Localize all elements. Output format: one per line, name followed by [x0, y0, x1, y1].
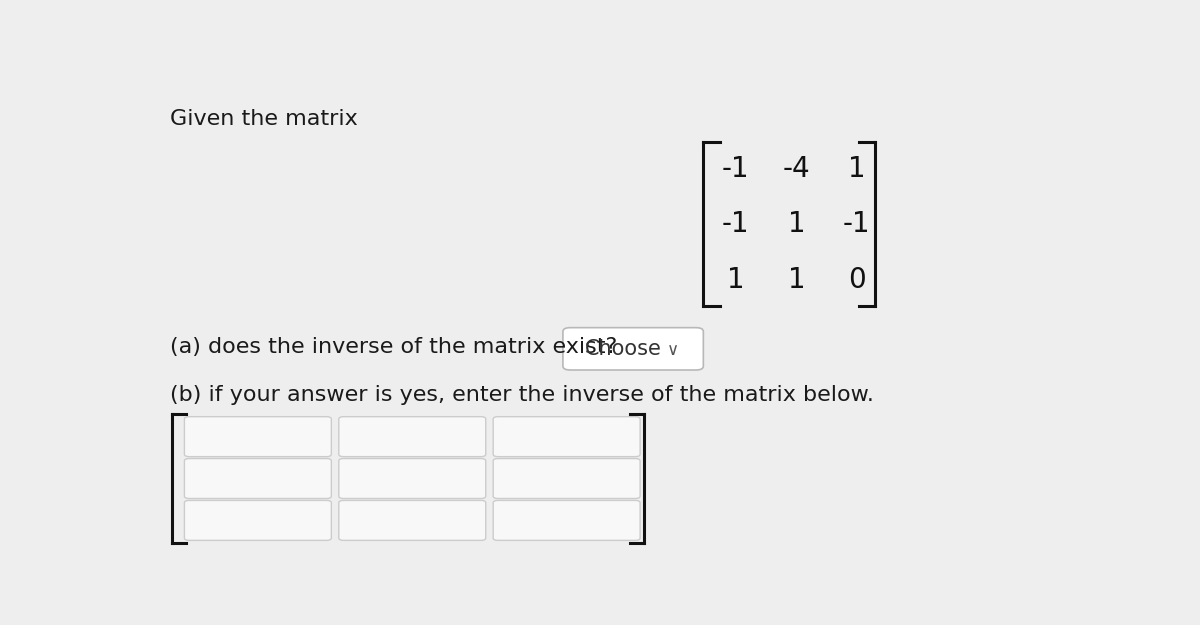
- FancyBboxPatch shape: [563, 328, 703, 370]
- FancyBboxPatch shape: [493, 459, 640, 499]
- FancyBboxPatch shape: [338, 417, 486, 457]
- Text: 0: 0: [848, 266, 865, 294]
- Text: (b) if your answer is yes, enter the inverse of the matrix below.: (b) if your answer is yes, enter the inv…: [170, 385, 875, 405]
- FancyBboxPatch shape: [185, 501, 331, 541]
- Text: 1: 1: [727, 266, 745, 294]
- Text: ∨: ∨: [667, 341, 679, 359]
- Text: Given the matrix: Given the matrix: [170, 109, 359, 129]
- FancyBboxPatch shape: [338, 501, 486, 541]
- Text: 1: 1: [848, 155, 865, 183]
- FancyBboxPatch shape: [185, 417, 331, 457]
- Text: -1: -1: [722, 210, 750, 238]
- Text: (a) does the inverse of the matrix exist?: (a) does the inverse of the matrix exist…: [170, 337, 618, 357]
- FancyBboxPatch shape: [493, 501, 640, 541]
- FancyBboxPatch shape: [338, 459, 486, 499]
- Text: -4: -4: [782, 155, 810, 183]
- Text: -1: -1: [722, 155, 750, 183]
- FancyBboxPatch shape: [493, 417, 640, 457]
- Text: -1: -1: [842, 210, 871, 238]
- Text: Choose: Choose: [584, 339, 661, 359]
- Text: 1: 1: [787, 266, 805, 294]
- FancyBboxPatch shape: [185, 459, 331, 499]
- Text: 1: 1: [787, 210, 805, 238]
